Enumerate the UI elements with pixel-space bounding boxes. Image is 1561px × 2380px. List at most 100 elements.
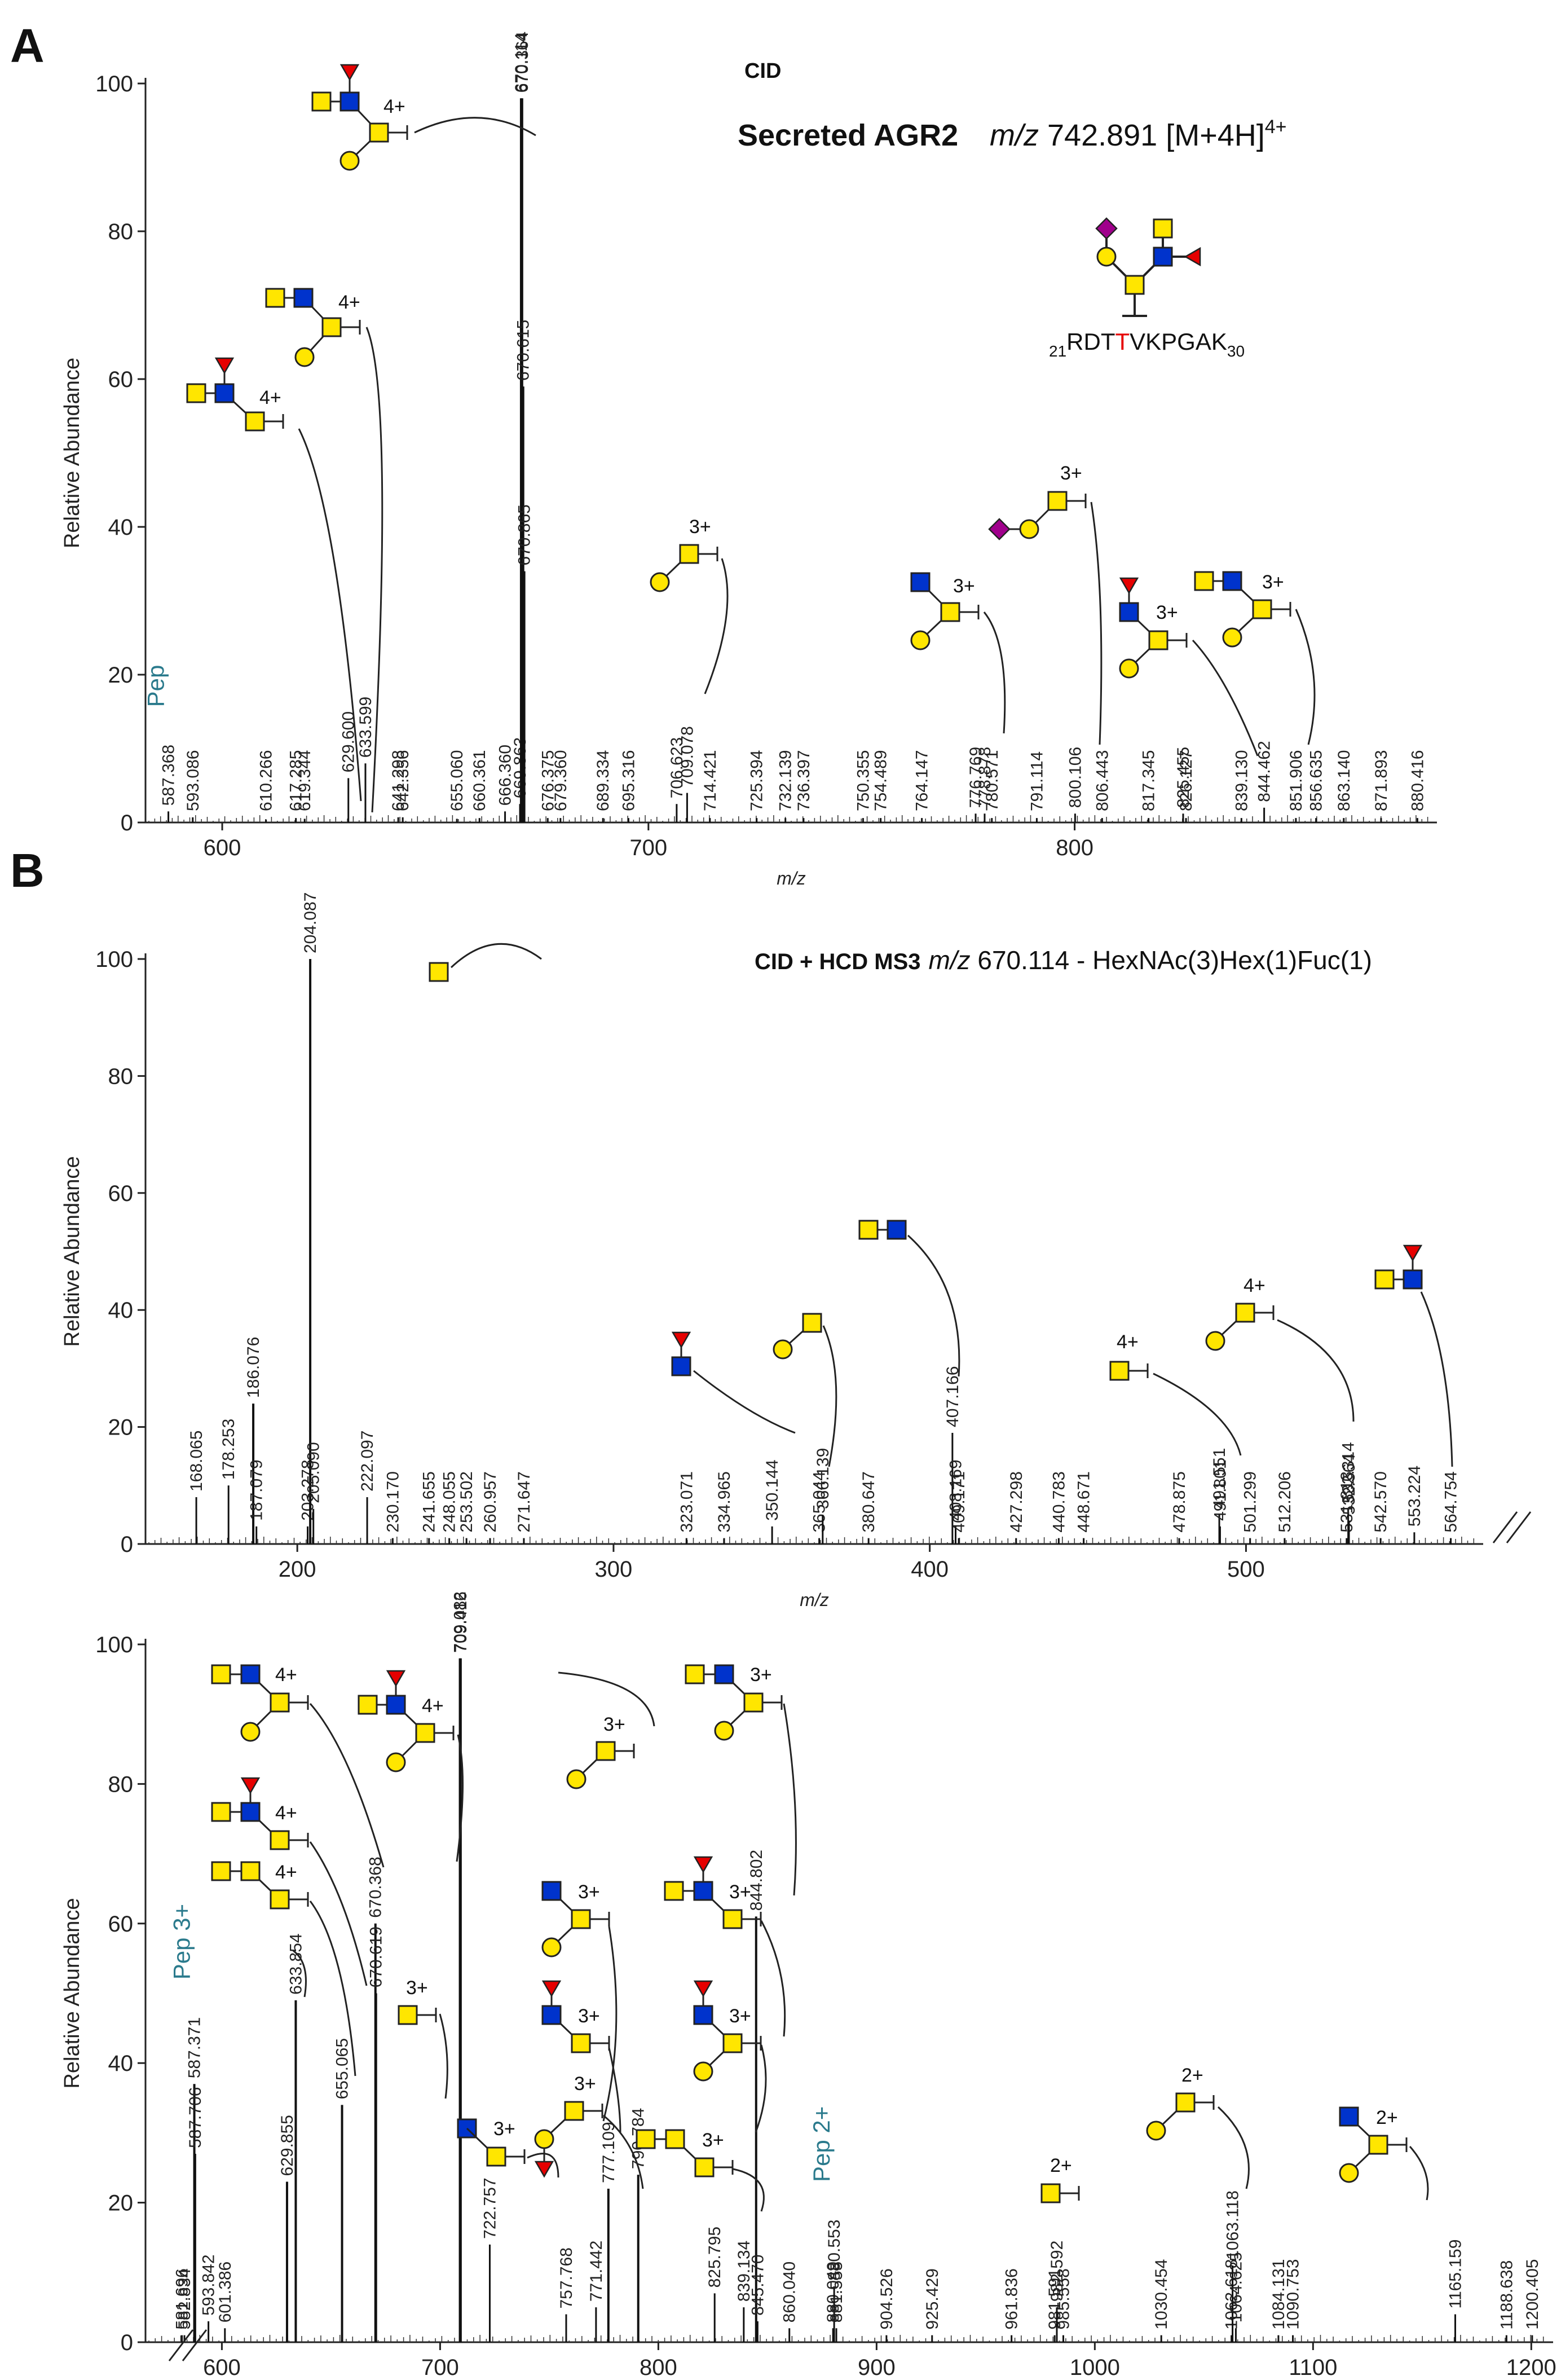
panel-a-glycans xyxy=(186,64,1316,813)
x-tick-label: 700 xyxy=(629,835,667,860)
peak-label: 581.696 xyxy=(173,2268,192,2329)
panel-a-charges: 4+ 4+ 4+ 3+ 3+ 3+ 3+ 3+ xyxy=(259,96,1284,623)
peak-label: 478.875 xyxy=(1170,1471,1189,1532)
peak-label: 860.040 xyxy=(780,2262,799,2322)
peak-label: 1200.405 xyxy=(1523,2259,1542,2329)
peak-label: 706.623 xyxy=(668,737,686,798)
peak-label: 839.134 xyxy=(735,2241,753,2302)
peak-label: 817.345 xyxy=(1140,750,1158,811)
peak-label: 564.754 xyxy=(1442,1471,1461,1532)
axis-break-left xyxy=(168,2329,208,2361)
peak-label: 695.316 xyxy=(619,750,638,811)
charge-b-high-16: 2+ xyxy=(1181,2065,1203,2086)
glycopeptide-structure: 21RDTTVKPGAK30 xyxy=(1049,217,1245,360)
peak-label: 350.144 xyxy=(763,1459,782,1520)
panel-b-header: CID + HCD MS3 m/z 670.114 - HexNAc(3)Hex(… xyxy=(755,945,1372,975)
glycan-a6 xyxy=(910,572,1006,734)
peak-label: 732.139 xyxy=(777,750,795,811)
peak-label: 961.836 xyxy=(1003,2268,1021,2329)
charge-b-high-9: 3+ xyxy=(578,2005,600,2027)
peak-label: 655.060 xyxy=(448,750,466,811)
peak-label: 666.360 xyxy=(496,745,515,806)
charge-b-high-3: 4+ xyxy=(275,1802,297,1824)
peak-label: 839.130 xyxy=(1232,750,1251,811)
peak-label: 241.655 xyxy=(420,1471,439,1532)
peak-label: 844.802 xyxy=(747,1850,766,1911)
panel-a-precursor: m/z 742.891 [M+4H]4+ xyxy=(990,116,1287,152)
peak-label: 253.502 xyxy=(457,1471,476,1532)
chart-b-low: 0 20 40 60 80 100 200 300 400 500 Relative Abundan… xyxy=(60,892,1483,1610)
panel-label-a: A xyxy=(10,19,45,72)
charge-b-high-13: 3+ xyxy=(702,2130,724,2151)
panel-b-mz-label: m/z xyxy=(929,945,971,975)
peak-label: 633.854 xyxy=(286,1933,305,1994)
peak-label: 512.206 xyxy=(1276,1471,1294,1532)
peak-label: 871.893 xyxy=(1372,750,1391,811)
peak-label: 248.055 xyxy=(440,1471,459,1532)
peak-label: 230.170 xyxy=(383,1471,402,1532)
peak-label: 826.127 xyxy=(1177,750,1196,811)
peak-label: 676.375 xyxy=(539,750,557,811)
y-tick-label: 40 xyxy=(108,1298,134,1323)
charge-b-high-4: 4+ xyxy=(275,1862,297,1883)
charge-b-high-10: 3+ xyxy=(574,2073,596,2095)
glycan-a2 xyxy=(265,288,383,813)
peak-label: 670.865 xyxy=(515,504,534,565)
charge-b-high-15: 2+ xyxy=(1050,2155,1072,2176)
peak-label: 880.553 xyxy=(825,2220,844,2281)
peak-label: 587.706 xyxy=(186,2087,205,2148)
peak-label: 780.571 xyxy=(983,750,1002,811)
peak-label: 642.356 xyxy=(394,750,412,811)
peak-label: 593.086 xyxy=(184,750,202,811)
x-tick-label: 800 xyxy=(640,2355,677,2380)
chart-b-low-x-title: m/z xyxy=(800,1590,829,1610)
peptide-seq-after: VKPGAK xyxy=(1130,328,1227,355)
peak-label: 204.087 xyxy=(301,892,320,953)
peak-label: 981.591 xyxy=(1046,2268,1064,2329)
y-tick-label: 0 xyxy=(121,1532,133,1557)
peak-label: 904.526 xyxy=(877,2268,896,2329)
peptide-sequence: 21RDTTVKPGAK30 xyxy=(1049,328,1245,360)
peak-label: 689.334 xyxy=(594,750,612,811)
peak-label: 448.671 xyxy=(1075,1471,1093,1532)
y-tick-label: 100 xyxy=(95,1633,133,1657)
peak-label: 670.615 xyxy=(514,320,533,381)
x-tick-label: 800 xyxy=(1056,835,1093,860)
peak-label: 778.878 xyxy=(976,747,994,808)
panel-b-high-glycans xyxy=(211,1664,1429,2212)
peak-label: 629.855 xyxy=(278,2115,297,2176)
x-tick-label: 1000 xyxy=(1070,2355,1120,2380)
y-tick-label: 0 xyxy=(121,811,133,835)
chart-b-low-baseline-noise xyxy=(148,1537,1475,1544)
peak-label: 260.957 xyxy=(481,1471,500,1532)
y-tick-label: 80 xyxy=(108,219,134,244)
charge-a7: 3+ xyxy=(1156,602,1178,623)
peak-label: 791.114 xyxy=(1028,751,1046,811)
peak-label: 610.266 xyxy=(257,750,276,811)
panel-a-method: CID xyxy=(744,59,781,83)
charge-b-high-11: 3+ xyxy=(729,1881,751,1903)
charge-b-high-7: 3+ xyxy=(603,1714,625,1735)
y-tick-label: 60 xyxy=(108,367,134,392)
y-tick-label: 20 xyxy=(108,1415,134,1440)
charge-b-low-1: 4+ xyxy=(1117,1331,1139,1353)
glycan-a4 xyxy=(650,544,729,694)
glycan-a1 xyxy=(311,64,536,171)
peak-label: 714.421 xyxy=(701,750,720,811)
peak-label: 722.757 xyxy=(480,2177,499,2238)
peak-label: 725.394 xyxy=(748,750,766,811)
panel-b-high-charges: 4+ 4+ 4+ 4+ 3+ 3+ 3+ 3+ 3+ 3+ 3+ 3+ 3+ 3… xyxy=(275,1664,1398,2176)
peak-label: 754.489 xyxy=(872,750,890,811)
precursor-value: 742.891 [M+4H] xyxy=(1039,118,1265,152)
chart-b-high-y-title: Relative Abundance xyxy=(60,1898,84,2088)
peak-label: 531.813 xyxy=(1338,1471,1356,1532)
peak-label: 851.906 xyxy=(1287,750,1306,811)
peak-label: 409.171 xyxy=(950,1471,968,1532)
peak-label: 777.109 xyxy=(599,2122,618,2183)
peak-label: 187.079 xyxy=(248,1459,266,1520)
axis-break-right xyxy=(1492,1511,1532,1543)
charge-b-high-5: 3+ xyxy=(406,1977,428,1999)
peak-label: 880.416 xyxy=(1408,750,1427,811)
peak-label: 776.769 xyxy=(967,747,985,808)
